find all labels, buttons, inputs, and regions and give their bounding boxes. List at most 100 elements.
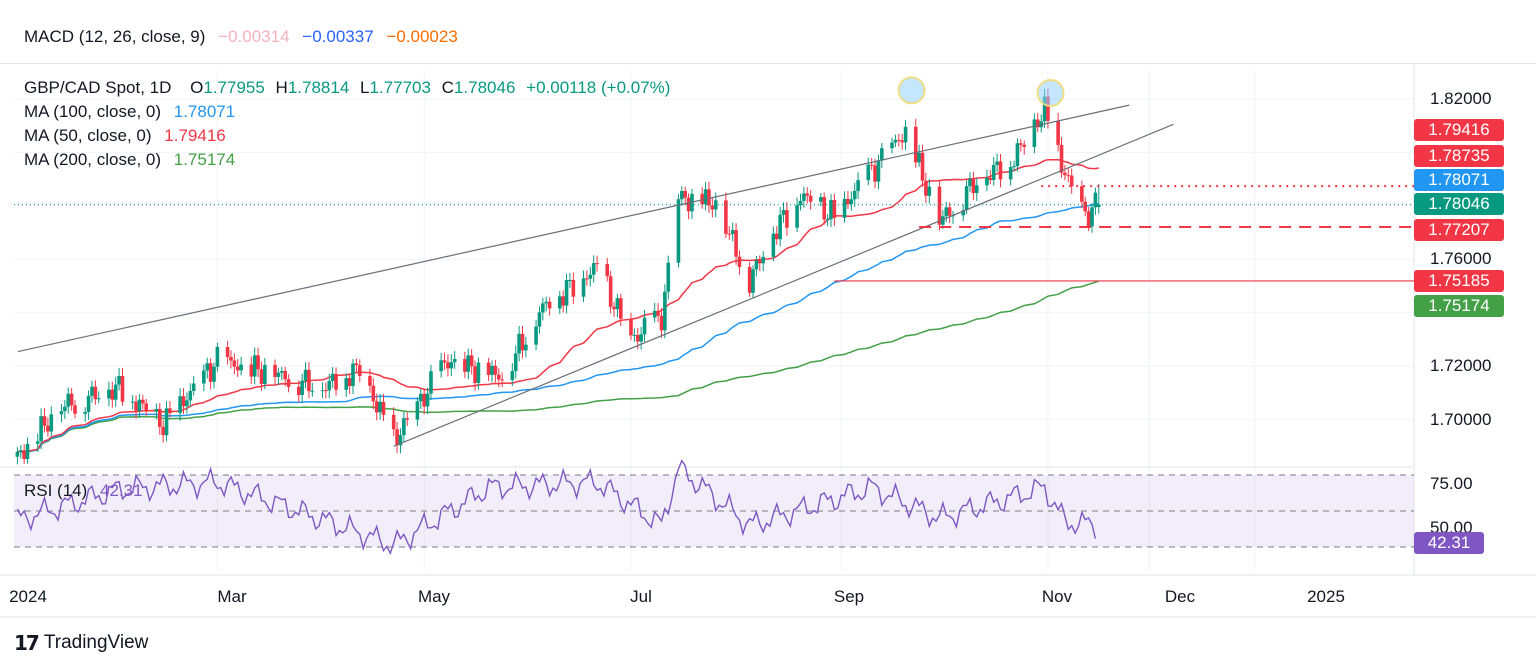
- macd-legend: MACD (12, 26, close, 9) −0.00314 −0.0033…: [24, 27, 458, 47]
- rsi-tick: 75.00: [1430, 474, 1473, 493]
- candle-body: [781, 210, 786, 215]
- candle-body: [998, 161, 1003, 180]
- time-tick: Dec: [1164, 587, 1196, 606]
- candle-body: [334, 373, 338, 390]
- price-legend: GBP/CAD Spot, 1D O1.77955 H1.78814 L1.77…: [24, 76, 670, 172]
- price-label-level-lower: 1.75185: [1414, 270, 1504, 292]
- candle-body: [754, 260, 759, 270]
- candle-body: [751, 269, 755, 293]
- candle-body: [1046, 96, 1050, 121]
- candle-body: [120, 375, 125, 402]
- candle-body: [629, 318, 633, 336]
- ma50-label[interactable]: MA (50, close, 0): [24, 126, 152, 145]
- candle-body: [154, 408, 159, 412]
- candle-body: [191, 383, 196, 391]
- candle-body: [347, 378, 352, 387]
- rsi-label[interactable]: RSI (14): [24, 481, 88, 500]
- ma100-label[interactable]: MA (100, close, 0): [24, 102, 162, 121]
- candle-body: [215, 347, 220, 367]
- candle-body: [564, 280, 569, 306]
- candle-body: [256, 355, 260, 370]
- time-tick: Nov: [1041, 587, 1073, 606]
- candle-body: [15, 451, 20, 457]
- candle-body: [974, 185, 979, 194]
- candle-body: [619, 298, 623, 319]
- candle-body: [927, 186, 932, 196]
- candle-body: [439, 360, 443, 372]
- candle-body: [534, 326, 538, 345]
- macd-label: MACD (12, 26, close, 9): [24, 27, 206, 46]
- candle-body: [283, 371, 287, 380]
- candle-body: [1069, 175, 1074, 187]
- candle-body: [463, 359, 467, 372]
- candle-body: [724, 200, 728, 234]
- candle-body: [829, 200, 833, 220]
- candle-body: [395, 429, 399, 446]
- high-key: H: [275, 78, 288, 97]
- candle-body: [164, 408, 169, 436]
- candle-body: [303, 369, 308, 381]
- high-value: 1.78814: [287, 78, 350, 97]
- candle-body: [296, 386, 301, 395]
- candle-body: [761, 256, 765, 264]
- candle-body: [46, 425, 50, 432]
- candle-body: [778, 214, 782, 240]
- candle-body: [83, 411, 87, 414]
- candle-body: [419, 393, 423, 402]
- candle-body: [615, 298, 620, 310]
- candle-body: [683, 191, 688, 198]
- candle-body: [612, 306, 616, 310]
- candle-body: [205, 363, 210, 371]
- macd-value-1: −0.00314: [218, 27, 290, 46]
- price-label-ma100: 1.78071: [1414, 169, 1504, 191]
- candle-body: [239, 364, 243, 371]
- candle-body: [819, 197, 823, 202]
- candle-body: [920, 152, 925, 181]
- candle-body: [429, 371, 433, 394]
- candle-body: [354, 363, 359, 366]
- candle-body: [541, 303, 545, 313]
- brand[interactable]: 17 TradingView: [14, 631, 148, 655]
- candle-body: [849, 199, 854, 205]
- open-value: 1.77955: [203, 78, 265, 97]
- candle-body: [1008, 167, 1013, 180]
- change-value: +0.00118 (+0.07%): [526, 78, 671, 97]
- candle-body: [663, 291, 667, 331]
- candle-body: [490, 365, 494, 375]
- candle-body: [263, 364, 267, 384]
- price-tick: 1.70000: [1430, 410, 1492, 429]
- candle-body: [1063, 172, 1067, 176]
- time-tick: 2025: [1307, 587, 1345, 606]
- candle-body: [758, 260, 762, 264]
- candle-body: [137, 399, 142, 411]
- candle-body: [605, 264, 610, 277]
- candle-body: [517, 333, 521, 354]
- ma50-line: [17, 158, 1099, 455]
- candle-body: [1035, 119, 1040, 128]
- candle-body: [252, 355, 257, 377]
- time-tick: Jul: [630, 587, 652, 606]
- close-value: 1.78046: [453, 78, 516, 97]
- candle-body: [446, 362, 450, 369]
- open-key: O: [190, 78, 204, 97]
- lower-trendline: [393, 123, 1174, 447]
- candle-body: [608, 276, 613, 307]
- candle-body: [93, 386, 98, 400]
- candle-body: [280, 371, 284, 373]
- symbol-label[interactable]: GBP/CAD Spot, 1D: [24, 78, 172, 97]
- candle-body: [473, 366, 477, 383]
- low-key: L: [360, 78, 370, 97]
- brand-name: TradingView: [43, 632, 149, 653]
- candle-body: [1093, 192, 1098, 208]
- candle-body: [310, 390, 315, 392]
- candle-body: [320, 390, 325, 392]
- candle-body: [771, 233, 776, 257]
- candle-body: [66, 393, 71, 407]
- ma200-label[interactable]: MA (200, close, 0): [24, 150, 162, 169]
- candle-body: [141, 399, 145, 404]
- macd-value-3: −0.00023: [386, 27, 458, 46]
- candle-body: [730, 230, 735, 235]
- candle-body: [110, 389, 115, 400]
- candle-body: [785, 210, 789, 228]
